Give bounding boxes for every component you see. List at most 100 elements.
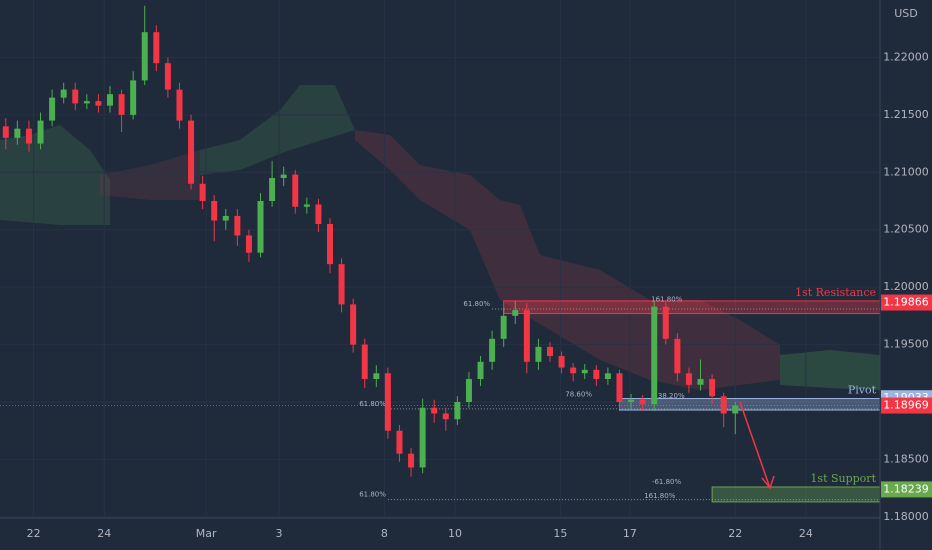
candle-body: [338, 264, 345, 305]
candle-body: [396, 430, 403, 454]
cloud-green: [0, 125, 110, 225]
candles: [2, 5, 739, 477]
candle-body: [431, 407, 438, 414]
candle-body: [384, 373, 391, 431]
fib-label: 78.60%: [565, 391, 592, 399]
candle-body: [697, 379, 704, 385]
candle-body: [419, 407, 426, 468]
candle-body: [2, 126, 9, 138]
candle-body: [373, 373, 380, 380]
candle-body: [628, 399, 635, 402]
x-tick-label: 15: [553, 527, 567, 540]
candle-body: [523, 310, 530, 362]
candle-body: [153, 32, 160, 64]
fib-label: 61.80%: [463, 300, 490, 308]
candle-body: [269, 178, 276, 201]
cloud-green: [780, 350, 880, 390]
candle-body: [500, 315, 507, 339]
x-tick-label: 24: [97, 527, 111, 540]
candle-body: [118, 94, 125, 115]
candle-body: [350, 304, 357, 345]
candle-body: [674, 338, 681, 374]
candle-body: [604, 373, 611, 380]
level-zone: [618, 398, 881, 411]
candle-body: [662, 306, 669, 339]
x-tick-label: 22: [27, 527, 41, 540]
x-tick-label: 8: [381, 527, 388, 540]
level-zone: [503, 300, 881, 315]
candle-body: [361, 344, 368, 380]
candle-body: [303, 204, 310, 207]
x-tick-label: 24: [799, 527, 813, 540]
price-axis: [880, 0, 932, 550]
x-tick-label: 17: [623, 527, 637, 540]
x-tick-label: Mar: [196, 527, 217, 540]
candle-body: [14, 128, 21, 138]
candle-body: [49, 97, 56, 121]
currency: USD: [894, 7, 918, 20]
y-tick-label: 1.21000: [883, 165, 929, 178]
candle-body: [570, 367, 577, 374]
candle-body: [107, 94, 113, 106]
x-tick-label: 3: [276, 527, 283, 540]
candle-body: [442, 413, 449, 420]
candle-body: [95, 101, 102, 106]
candle-body: [593, 369, 600, 380]
cloud-red: [100, 150, 200, 200]
y-tick-label: 1.20000: [883, 280, 929, 293]
candle-body: [60, 89, 67, 98]
ichimoku-cloud: [0, 85, 880, 390]
fib-label: 161.80%: [644, 492, 675, 500]
candle-body: [164, 63, 171, 90]
candle-body: [315, 204, 322, 224]
candle-body: [535, 346, 542, 362]
arrow-head: [761, 475, 775, 490]
candle-body: [454, 401, 461, 420]
candle-body: [408, 453, 415, 468]
last-price-tag: [881, 397, 932, 414]
candle-body: [292, 174, 299, 207]
candle-body: [685, 373, 692, 385]
projection-arrow: [739, 401, 771, 489]
axis-labels: 1.180001.185001.190001.195001.200001.205…: [27, 50, 932, 540]
level-name: 1st Resistance: [795, 286, 876, 299]
candle-body: [732, 405, 739, 414]
cloud-red: [355, 130, 780, 390]
fib-label: 61.80%: [359, 400, 386, 408]
candle-body: [37, 120, 44, 144]
fib-label: 61.80%: [359, 491, 386, 499]
y-tick-label: 1.20500: [883, 223, 929, 236]
cloud-green: [200, 85, 355, 175]
level-name: 1st Support: [810, 472, 876, 485]
x-tick-label: 10: [448, 527, 462, 540]
candle-body: [547, 346, 553, 357]
candle-body: [465, 379, 472, 402]
candle-body: [211, 200, 218, 221]
candle-body: [222, 215, 229, 221]
candle-body: [720, 396, 727, 414]
level-price-label: 1.18239: [883, 482, 929, 495]
y-tick-label: 1.18000: [883, 510, 929, 523]
level-price-tag: [881, 294, 932, 311]
level-price-label: 1.19866: [883, 296, 929, 309]
level-price-tag: [881, 481, 932, 498]
candle-body: [581, 369, 588, 374]
last-price-label: 1.18969: [883, 399, 929, 412]
candle-body: [141, 32, 148, 81]
candle-body: [280, 174, 287, 179]
candle-body: [489, 338, 496, 362]
y-tick-label: 1.22000: [883, 50, 929, 63]
candle-body: [83, 101, 90, 104]
candle-body: [616, 373, 623, 402]
fib-label: 38.20%: [658, 392, 685, 400]
candle-body: [72, 89, 79, 104]
candle-body: [257, 200, 264, 253]
candle-body: [709, 379, 716, 397]
candle-body: [25, 128, 32, 144]
fib-label: 161.80%: [651, 295, 682, 303]
candle-body: [512, 310, 519, 316]
candle-body: [327, 223, 333, 265]
y-tick-label: 1.21500: [883, 108, 929, 121]
